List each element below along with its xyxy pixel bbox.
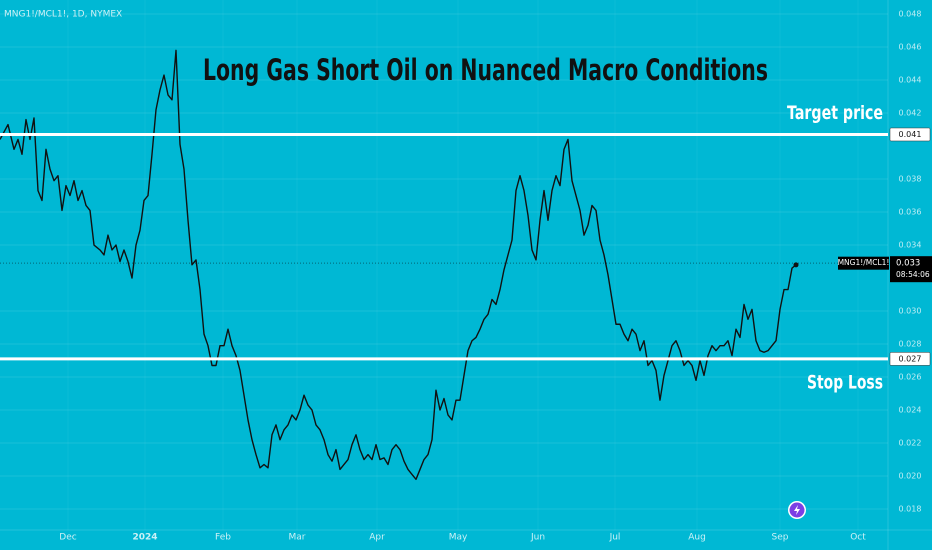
marks — [0, 49, 888, 481]
y-tick-label: 0.028 — [899, 340, 922, 349]
x-tick-label: May — [449, 533, 468, 543]
current-price-label: 0.033 — [896, 259, 920, 269]
x-tick-label: Dec — [59, 533, 76, 543]
last-point — [793, 262, 799, 268]
lightning-icon — [788, 501, 806, 519]
current-price-box — [890, 256, 932, 283]
y-tick-label: 0.026 — [899, 373, 922, 382]
countdown-label: 08:54:06 — [896, 270, 930, 279]
x-tick-label: Sep — [772, 533, 789, 543]
y-tick-label: 0.046 — [899, 43, 922, 52]
symbol-box — [838, 256, 889, 270]
y-tick-label: 0.024 — [899, 406, 922, 415]
x-tick-label: Oct — [850, 533, 866, 543]
chart-title: Long Gas Short Oil on Nuanced Macro Cond… — [203, 53, 768, 87]
symbol-label: MNG1!/MCL1! — [838, 258, 890, 267]
y-tick-label: 0.022 — [899, 439, 922, 448]
level-price-label: 0.027 — [899, 354, 922, 363]
price-line — [0, 49, 797, 481]
icon-bolt — [794, 505, 800, 515]
x-tick-label: Mar — [289, 533, 306, 543]
x-tick-label: Aug — [688, 533, 706, 543]
level-name: Stop Loss — [807, 371, 883, 393]
y-tick-label: 0.018 — [899, 505, 922, 514]
symbol-info: MNG1!/MCL1!, 1D, NYMEX — [4, 10, 122, 20]
x-tick-label: Jun — [530, 533, 545, 543]
x-tick-label: Apr — [369, 533, 385, 543]
level-price-box — [889, 352, 931, 366]
x-tick-label: 2024 — [132, 533, 157, 543]
level-price-label: 0.041 — [899, 130, 922, 139]
y-tick-label: 0.034 — [899, 241, 922, 250]
level-price-box — [889, 127, 931, 142]
labels: 0.018 0.020 0.022 0.024 0.026 0.028 0.030 0.034… — [59, 10, 932, 543]
y-tick-label: 0.038 — [899, 175, 922, 184]
y-tick-label: 0.036 — [899, 208, 922, 217]
y-tick-label: 0.048 — [899, 10, 922, 19]
y-tick-label: 0.030 — [899, 307, 922, 316]
level-name: Target price — [787, 102, 883, 124]
y-tick-label: 0.044 — [899, 76, 922, 85]
y-tick-label: 0.042 — [899, 109, 922, 118]
x-tick-label: Feb — [215, 533, 231, 543]
y-tick-label: 0.020 — [899, 472, 922, 481]
x-tick-label: Jul — [609, 533, 621, 543]
